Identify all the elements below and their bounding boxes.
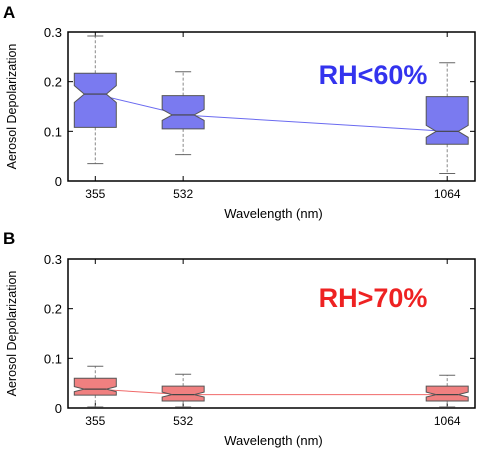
- box-body: [425, 96, 469, 145]
- box-body: [425, 385, 469, 402]
- y-tick-label: 0.3: [44, 252, 62, 267]
- plot-frame: [67, 258, 476, 409]
- y-tick-label: 0: [55, 174, 62, 189]
- y-axis-label: Aerosol Depolarization: [5, 271, 19, 397]
- plot-frame: [67, 31, 476, 182]
- x-tick-label: 355: [85, 414, 105, 428]
- box-532: [161, 71, 205, 156]
- panel-b: B 0 0.1 0.2 0.3 355 532 1064 Wavelength (nm) Aero…: [3, 229, 476, 448]
- rh-annotation: RH<60%: [319, 60, 428, 90]
- box-355: [73, 35, 117, 165]
- median-trend-line: [95, 93, 448, 132]
- box-1064: [425, 374, 469, 408]
- x-tick-label: 532: [173, 187, 193, 201]
- x-tick-label: 1064: [434, 414, 461, 428]
- x-tick-label: 532: [173, 414, 193, 428]
- panel-label: B: [3, 229, 15, 248]
- box-body: [73, 377, 117, 396]
- panel-label: A: [3, 3, 15, 22]
- y-tick-label: 0.1: [44, 124, 62, 139]
- box-532: [161, 373, 205, 408]
- y-tick-label: 0.2: [44, 302, 62, 317]
- box-1064: [425, 62, 469, 175]
- box-body: [161, 385, 205, 402]
- y-tick-label: 0.1: [44, 351, 62, 366]
- x-axis-label: Wavelength (nm): [224, 433, 323, 448]
- x-tick-label: 1064: [434, 187, 461, 201]
- x-tick-label: 355: [85, 187, 105, 201]
- median-trend-line: [95, 388, 448, 396]
- y-tick-label: 0.2: [44, 75, 62, 90]
- rh-annotation: RH>70%: [319, 283, 428, 313]
- y-tick-label: 0.3: [44, 25, 62, 40]
- box-355: [73, 365, 117, 408]
- box-body: [73, 72, 117, 128]
- panel-a: A 0 0.1 0.2 0.3 355 532 1064 Wavelength (nm) Aero…: [3, 3, 476, 221]
- x-axis-label: Wavelength (nm): [224, 206, 323, 221]
- y-axis-label: Aerosol Depolarization: [5, 44, 19, 170]
- y-tick-label: 0: [55, 401, 62, 416]
- box-body: [161, 95, 205, 130]
